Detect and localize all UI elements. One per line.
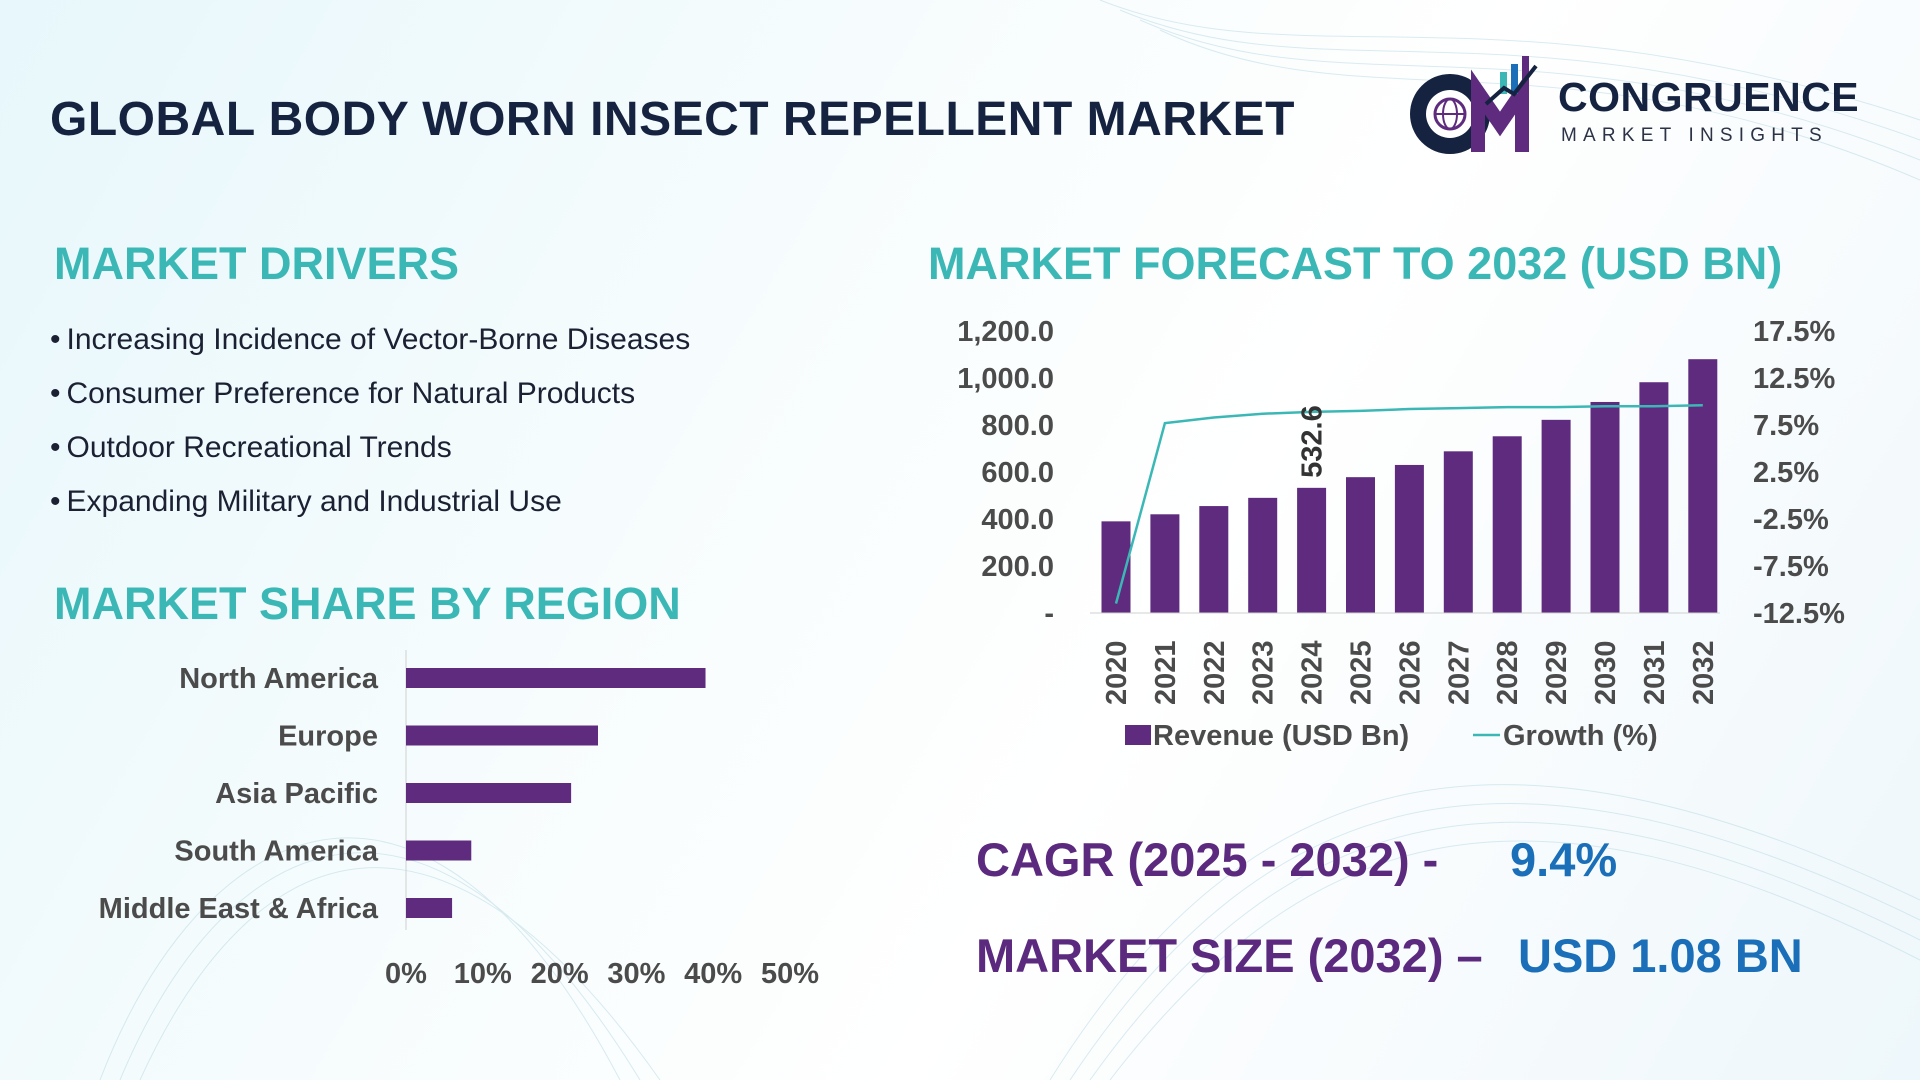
revenue-bar [1248,497,1278,613]
revenue-bar [1297,487,1327,613]
page-title: GLOBAL BODY WORN INSECT REPELLENT MARKET [50,93,1295,146]
revenue-bar [1590,401,1620,613]
revenue-bar [1199,506,1229,613]
growth-legend-label: Growth (%) [1503,720,1658,752]
market-size-label: MARKET SIZE (2032) – [976,929,1483,982]
region-bar [406,783,572,803]
revenue-bar [1541,419,1571,613]
market-size-value: USD 1.08 BN [1518,929,1803,982]
forecast-left-tick: 1,200.0 [957,316,1054,348]
revenue-bar [1492,436,1522,613]
region-x-tick: 50% [761,958,819,990]
company-logo: CONGRUENCE MARKET INSIGHTS [1400,52,1870,162]
forecast-left-tick: 400.0 [981,504,1054,536]
driver-item: • Expanding Military and Industrial Use [50,485,562,518]
region-x-tick: 30% [607,958,665,990]
forecast-chart: - 200.0 400.0 600.0 800.0 1,000.0 1,200.0 -12.5… [957,316,1845,752]
logo-mark-icon [1410,56,1538,154]
region-bar [406,840,472,861]
logo-brand-name: CONGRUENCE [1558,74,1860,120]
forecast-year-label: 2024 [1297,640,1329,705]
forecast-right-tick: -7.5% [1753,551,1829,583]
region-bar [406,668,706,688]
region-share-chart: North America Europe Asia Pacific South Ame… [99,650,819,990]
logo-subtitle: MARKET INSIGHTS [1561,125,1828,146]
market-drivers-list: • Increasing Incidence of Vector-Borne Di… [50,322,690,538]
forecast-left-tick: - [1044,598,1054,630]
driver-item: • Outdoor Recreational Trends [50,431,452,464]
forecast-year-label: 2032 [1688,640,1720,705]
forecast-year-label: 2026 [1394,640,1426,705]
forecast-year-label: 2029 [1541,640,1573,705]
revenue-bar [1150,514,1180,613]
region-category-label: North America [179,663,379,695]
forecast-right-tick: -2.5% [1753,504,1829,536]
region-category-label: South America [174,836,378,868]
forecast-right-tick: 12.5% [1753,363,1835,395]
driver-item: • Consumer Preference for Natural Product… [50,377,636,410]
region-category-label: Middle East & Africa [99,893,379,925]
market-drivers-heading: MARKET DRIVERS [54,238,460,289]
growth-line [1114,404,1703,604]
region-category-label: Europe [278,721,378,753]
revenue-legend-swatch [1125,725,1151,745]
revenue-bar [1639,382,1669,613]
forecast-year-label: 2021 [1150,640,1182,705]
revenue-bar [1394,464,1424,613]
forecast-year-label: 2020 [1101,640,1133,705]
forecast-heading: MARKET FORECAST TO 2032 (USD BN) [928,238,1783,289]
region-x-tick: 0% [385,958,427,990]
region-bar [406,898,453,918]
cagr-value: 9.4% [1510,833,1618,886]
forecast-left-tick: 600.0 [981,457,1054,489]
region-bar [406,725,598,746]
bullet-icon: • [50,377,61,410]
bullet-icon: • [50,323,61,356]
forecast-right-tick: 17.5% [1753,316,1835,348]
region-x-tick: 40% [684,958,742,990]
bullet-icon: • [50,431,61,464]
region-category-label: Asia Pacific [215,778,378,810]
forecast-left-tick: 1,000.0 [957,363,1054,395]
region-x-tick: 20% [531,958,589,990]
bullet-icon: • [50,485,61,518]
revenue-bar [1688,359,1718,613]
forecast-year-label: 2025 [1346,640,1378,705]
region-x-tick: 10% [454,958,512,990]
cagr-label: CAGR (2025 - 2032) - [976,833,1439,886]
revenue-bar [1443,451,1473,613]
forecast-left-tick: 800.0 [981,410,1054,442]
forecast-right-tick: -12.5% [1753,598,1845,630]
forecast-right-tick: 7.5% [1753,410,1819,442]
forecast-year-label: 2030 [1590,640,1622,705]
forecast-year-label: 2028 [1492,640,1524,705]
revenue-bar [1346,477,1375,613]
forecast-right-tick: 2.5% [1753,457,1819,489]
forecast-year-label: 2023 [1248,640,1280,705]
forecast-year-label: 2022 [1199,640,1231,705]
forecast-data-label: 532.6 [1297,405,1329,478]
driver-item: • Increasing Incidence of Vector-Borne Di… [50,323,691,356]
revenue-legend-label: Revenue (USD Bn) [1153,720,1409,752]
forecast-year-label: 2027 [1443,640,1475,705]
region-share-heading: MARKET SHARE BY REGION [54,578,681,629]
forecast-left-tick: 200.0 [981,551,1054,583]
forecast-year-label: 2031 [1639,640,1671,705]
